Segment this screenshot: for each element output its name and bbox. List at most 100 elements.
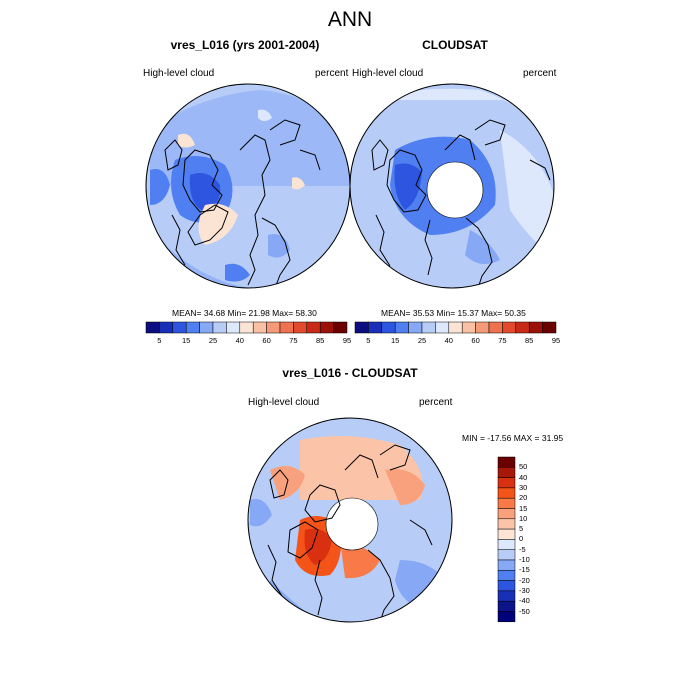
colorbar-1	[145, 321, 348, 334]
map-2-polar-plot	[350, 84, 554, 288]
diff-colorbar-swatch	[497, 508, 516, 520]
diff-map-coastlines	[267, 444, 433, 622]
diff-colorbar-swatch	[497, 559, 516, 571]
diff-panel-right-label: percent	[419, 397, 453, 408]
colorbar-2-swatch	[475, 321, 490, 334]
panel-2-right-label: percent	[523, 68, 557, 79]
diff-colorbar-swatch	[497, 456, 516, 468]
colorbar-2-swatch	[448, 321, 463, 334]
diff-colorbar-swatch	[497, 590, 516, 602]
diff-panel-title: vres_L016 - CLOUDSAT	[282, 366, 418, 380]
diff-panel-left-label: High-level cloud	[248, 397, 320, 408]
map-2-boundary	[349, 83, 555, 289]
diff-colorbar-swatch	[497, 528, 516, 540]
colorbar-2-tick-label: 5	[366, 336, 371, 345]
colorbar-2-swatch	[408, 321, 423, 334]
colorbar-2-tick-label: 95	[551, 336, 561, 345]
diff-colorbar-swatch	[497, 600, 516, 612]
colorbar-1-swatch	[306, 321, 321, 334]
colorbar-1-tick-label: 85	[316, 336, 325, 345]
colorbar-1-swatch	[293, 321, 308, 334]
panel-2-left-label: High-level cloud	[352, 68, 424, 79]
colorbar-1-tick-label: 15	[182, 336, 191, 345]
diff-colorbar-tick-label: 0	[519, 534, 524, 544]
colorbar-1-swatch	[226, 321, 241, 334]
colorbar-1-swatch	[266, 321, 281, 334]
map-2-coastlines	[371, 119, 551, 288]
diff-colorbar-swatch	[497, 580, 516, 592]
diff-colorbar-tick-label: -40	[519, 596, 530, 606]
colorbar-2-swatch	[528, 321, 543, 334]
diff-colorbar-swatch	[497, 539, 516, 550]
colorbar-1-tick-label: 60	[262, 336, 271, 345]
diff-colorbar-swatch	[497, 611, 516, 623]
colorbar-1-tick-label: 25	[208, 336, 218, 345]
colorbar-1-tick-label: 75	[289, 336, 298, 345]
colorbar-2-tick-label: 75	[498, 336, 507, 345]
colorbar-2	[354, 321, 557, 334]
diff-colorbar	[497, 456, 516, 623]
panel-1-title: vres_L016 (yrs 2001-2004)	[170, 38, 320, 52]
map-1-coastlines	[164, 119, 321, 288]
diff-colorbar-tick-label: -5	[519, 544, 526, 554]
diff-colorbar-tick-label: -20	[519, 575, 530, 585]
diff-colorbar-tick-label: 5	[519, 524, 524, 534]
colorbar-1-swatch	[239, 321, 254, 334]
diff-map-pole-hole	[325, 497, 379, 551]
colorbar-1-swatch	[212, 321, 227, 334]
colorbar-1-swatch	[145, 321, 160, 334]
diff-colorbar-tick-label: -15	[519, 565, 530, 575]
colorbar-2-swatch	[368, 321, 383, 334]
main-title: ANN	[327, 8, 373, 31]
colorbar-2-swatch	[502, 321, 517, 334]
diff-colorbar-tick-label: 10	[519, 513, 528, 523]
colorbar-1-tick-label: 5	[157, 336, 162, 345]
diff-colorbar-tick-label: -10	[519, 555, 530, 564]
colorbar-2-swatch	[542, 321, 557, 334]
colorbar-2-swatch	[381, 321, 396, 334]
colorbar-1-swatch	[199, 321, 214, 334]
colorbar-2-swatch	[461, 321, 476, 334]
panel-1-right-label: percent	[315, 68, 349, 79]
colorbar-1-swatch	[252, 321, 267, 334]
diff-colorbar-swatch	[497, 549, 516, 561]
colorbar-2-swatch	[515, 321, 530, 334]
map-2-pole-hole	[426, 161, 484, 219]
colorbar-2-swatch	[488, 321, 503, 334]
diff-colorbar-swatch	[497, 487, 516, 499]
colorbar-1-tick-label: 40	[235, 336, 244, 345]
diff-colorbar-swatch	[497, 477, 516, 489]
colorbar-2-tick-label: 60	[471, 336, 480, 345]
diff-colorbar-tick-label: 50	[519, 462, 528, 472]
colorbar-1-swatch	[185, 321, 200, 334]
diff-colorbar-tick-label: -30	[519, 585, 530, 595]
colorbar-1-swatch	[279, 321, 294, 334]
diff-colorbar-swatch	[497, 518, 516, 530]
colorbar-2-swatch	[354, 321, 369, 334]
colorbar-1-swatch	[159, 321, 174, 334]
diff-map-boundary	[247, 417, 453, 623]
diff-colorbar-tick-label: 20	[519, 493, 528, 503]
colorbar-2-swatch	[435, 321, 450, 334]
panel-1-stats: MEAN= 34.68 Min= 21.98 Max= 58.30	[172, 308, 317, 318]
diff-colorbar-swatch	[497, 497, 516, 509]
diff-map-polar-plot	[248, 418, 452, 622]
diff-colorbar-tick-label: 40	[519, 472, 528, 482]
panel-2-title: CLOUDSAT	[422, 38, 488, 52]
diff-colorbar-swatch	[497, 467, 516, 478]
colorbar-2-tick-label: 15	[391, 336, 400, 345]
diff-colorbar-tick-label: 15	[519, 503, 528, 513]
panel-1-left-label: High-level cloud	[143, 68, 215, 79]
colorbar-2-swatch	[394, 321, 409, 334]
diff-colorbar-tick-label: -50	[519, 606, 530, 616]
colorbar-1-swatch	[333, 321, 348, 334]
colorbar-2-swatch	[421, 321, 436, 334]
colorbar-1-swatch	[319, 321, 334, 334]
colorbar-2-tick-label: 40	[444, 336, 453, 345]
colorbar-1-swatch	[172, 321, 187, 334]
panel-2-stats: MEAN= 35.53 Min= 15.37 Max= 50.35	[381, 308, 526, 318]
diff-colorbar-swatch	[497, 570, 516, 581]
colorbar-2-tick-label: 85	[525, 336, 534, 345]
colorbar-2-tick-label: 25	[417, 336, 427, 345]
diff-colorbar-tick-label: 30	[519, 482, 528, 492]
